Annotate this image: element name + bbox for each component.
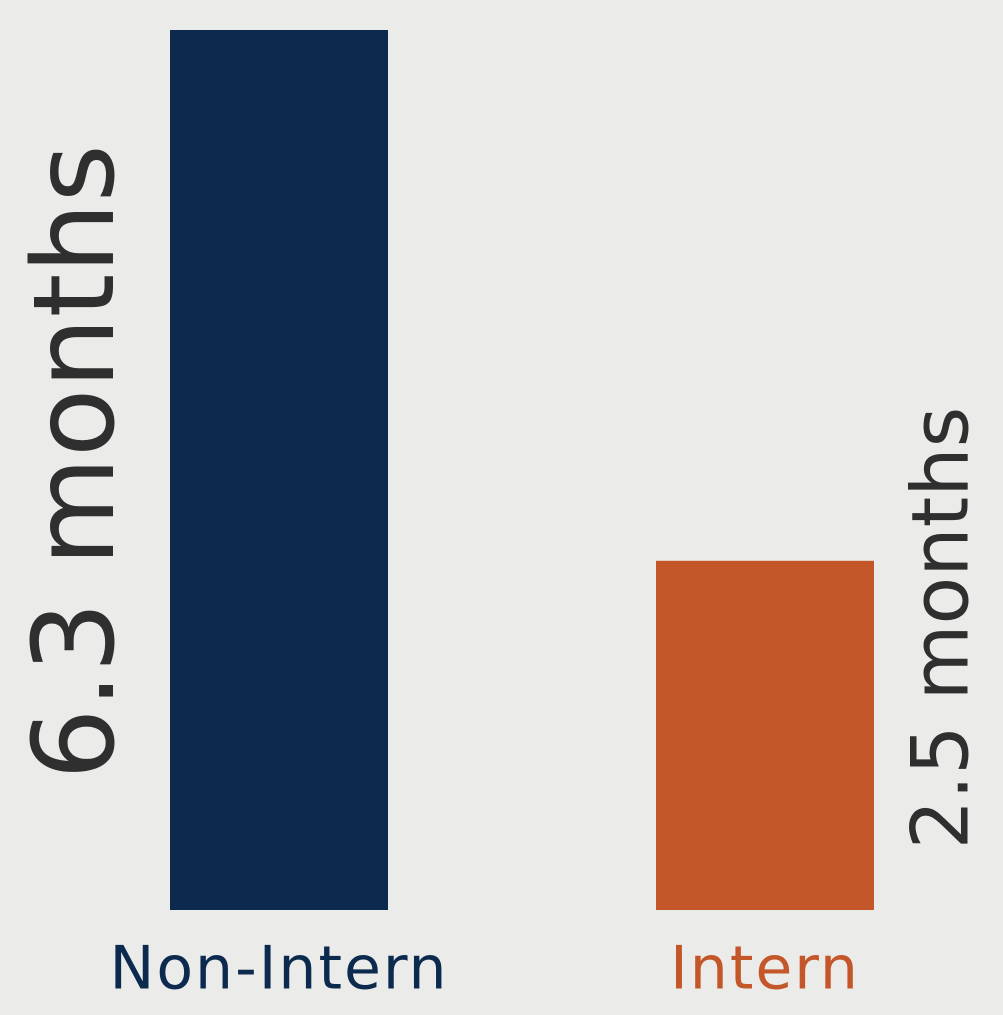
x-tick-label: Non-Intern [109, 934, 448, 1004]
bar [170, 30, 388, 910]
value-label: 6.3 months [10, 144, 140, 780]
value-label: 2.5 months [896, 407, 986, 850]
x-tick-label: Intern [670, 934, 860, 1004]
bar [656, 560, 874, 910]
